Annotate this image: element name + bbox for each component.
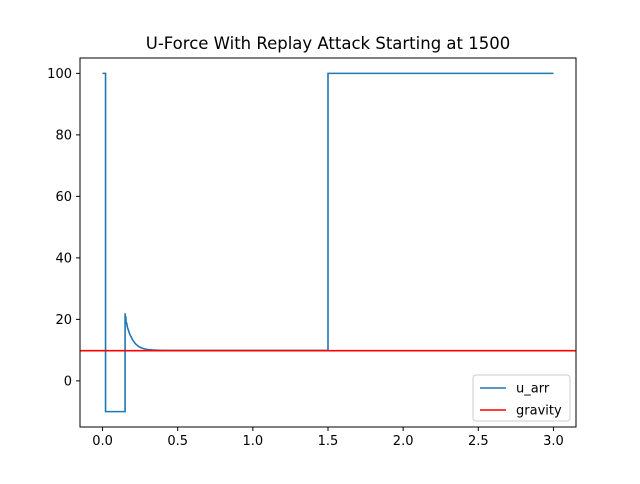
x-tick-label: 2.0 xyxy=(393,434,414,449)
x-tick-label: 2.5 xyxy=(468,434,489,449)
y-tick-label: 0 xyxy=(64,374,72,389)
x-axis: 0.0 0.5 1.0 1.5 2.0 2.5 3.0 xyxy=(92,427,564,449)
x-tick-label: 3.0 xyxy=(543,434,564,449)
series-layer xyxy=(80,72,576,413)
y-tick-label: 60 xyxy=(55,190,72,205)
y-tick-label: 40 xyxy=(55,251,72,266)
x-tick-label: 1.5 xyxy=(318,434,339,449)
x-tick-label: 0.0 xyxy=(92,434,113,449)
x-tick-label: 0.5 xyxy=(167,434,188,449)
y-axis: 0 20 40 60 80 100 xyxy=(47,67,80,389)
y-tick-label: 100 xyxy=(47,67,72,82)
y-tick-label: 20 xyxy=(55,313,72,328)
legend-label-u_arr: u_arr xyxy=(516,382,550,397)
legend-label-gravity: gravity xyxy=(516,404,562,419)
chart-title: U-Force With Replay Attack Starting at 1… xyxy=(146,34,510,53)
x-tick-label: 1.0 xyxy=(243,434,264,449)
y-tick-label: 80 xyxy=(55,128,72,143)
